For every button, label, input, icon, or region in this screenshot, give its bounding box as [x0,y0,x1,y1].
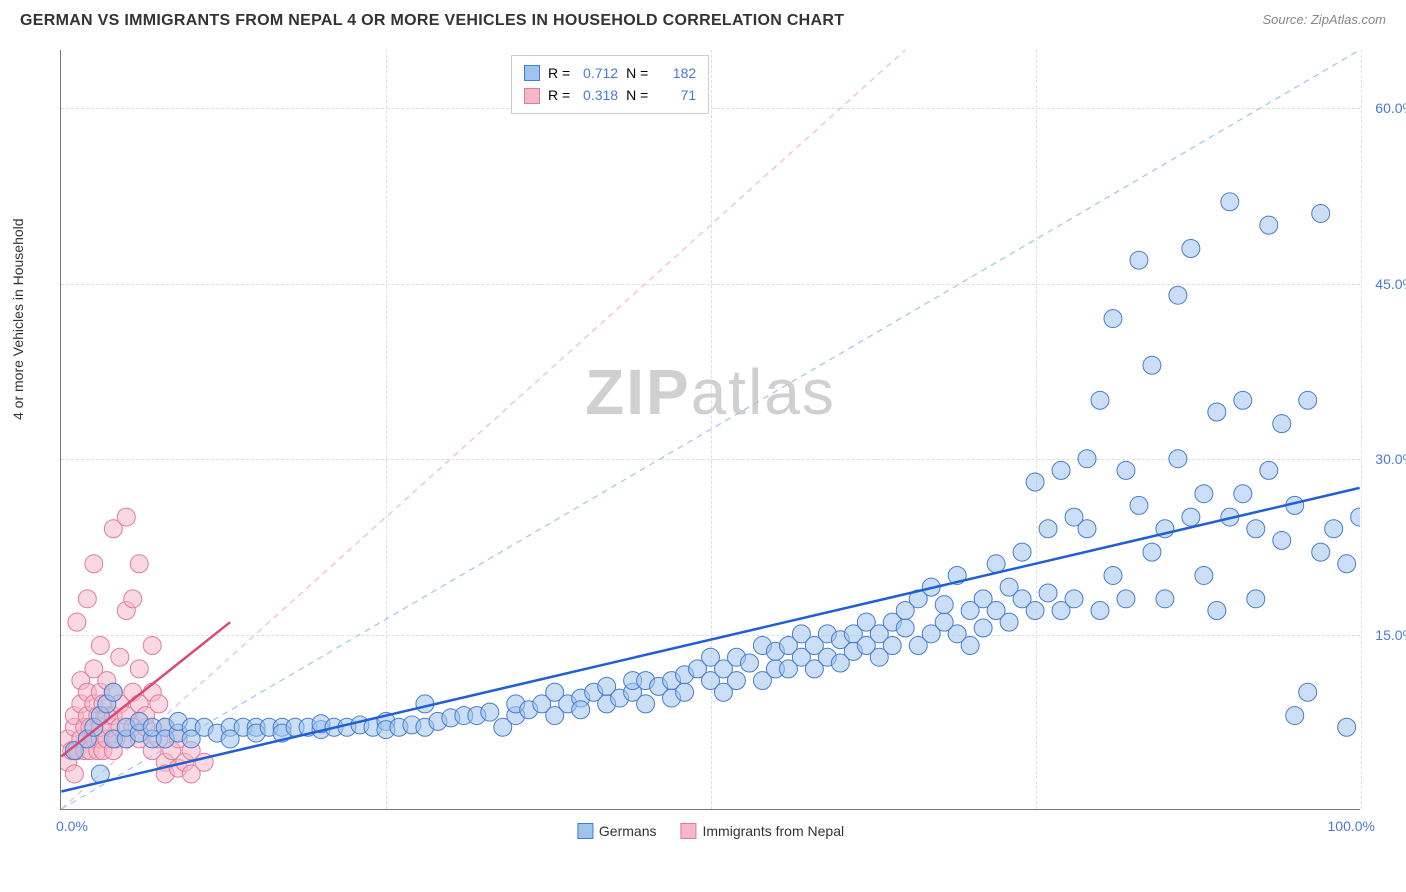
chart-title: GERMAN VS IMMIGRANTS FROM NEPAL 4 OR MOR… [20,12,844,30]
legend-swatch-nepal [524,88,540,104]
y-axis-label: 4 or more Vehicles in Household [10,218,26,420]
legend-row-nepal: R = 0.318 N = 71 [524,84,696,106]
header: GERMAN VS IMMIGRANTS FROM NEPAL 4 OR MOR… [0,0,1406,38]
legend-series: Germans Immigrants from Nepal [577,823,844,839]
chart-area: ZIPatlas R = 0.712 N = 182 R = 0.318 N =… [60,50,1360,810]
legend-row-germans: R = 0.712 N = 182 [524,62,696,84]
ytick-label: 60.0% [1375,100,1406,116]
ytick-label: 15.0% [1375,627,1406,643]
xtick-right: 100.0% [1328,818,1375,834]
scatter-plot [61,50,1360,809]
xtick-left: 0.0% [56,818,88,834]
legend-swatch-icon [577,823,593,839]
legend-stats: R = 0.712 N = 182 R = 0.318 N = 71 [511,55,709,114]
legend-swatch-germans [524,65,540,81]
legend-item-nepal: Immigrants from Nepal [680,823,844,839]
source-label: Source: ZipAtlas.com [1262,12,1386,27]
ytick-label: 30.0% [1375,451,1406,467]
legend-swatch-icon [680,823,696,839]
ytick-label: 45.0% [1375,276,1406,292]
gridline-v [1361,50,1362,809]
legend-item-germans: Germans [577,823,657,839]
